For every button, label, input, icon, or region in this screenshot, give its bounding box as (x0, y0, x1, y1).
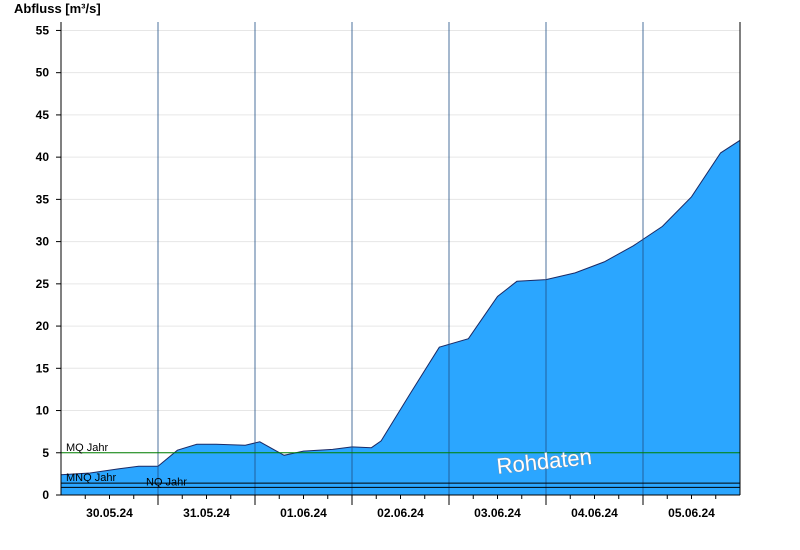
ref-label-2: NQ Jahr (146, 476, 187, 488)
ref-label-0: MQ Jahr (66, 442, 109, 454)
ytick-label-5: 5 (42, 446, 49, 460)
ytick-label-30: 30 (36, 235, 50, 249)
xtick-label-0: 30.05.24 (86, 506, 133, 520)
ytick-label-50: 50 (36, 66, 50, 80)
ytick-label-15: 15 (36, 361, 50, 375)
xtick-label-2: 01.06.24 (280, 506, 327, 520)
xtick-label-1: 31.05.24 (183, 506, 230, 520)
ytick-label-35: 35 (36, 192, 50, 206)
ytick-label-20: 20 (36, 319, 50, 333)
discharge-area (61, 140, 740, 496)
ref-label-1: MNQ Jahr (66, 472, 116, 484)
xtick-label-5: 04.06.24 (571, 506, 618, 520)
ytick-label-55: 55 (36, 23, 50, 37)
xtick-label-6: 05.06.24 (668, 506, 715, 520)
x-ticks: 30.05.24 31.05.24 01.06.24 02.06.24 03.06.24… (84, 495, 717, 520)
grid-lines (61, 29, 740, 454)
reference-lines: MQ Jahr MNQ Jahr NQ Jahr (61, 442, 740, 488)
discharge-line (60, 139, 741, 476)
ytick-label-25: 25 (36, 277, 50, 291)
day-divider-lines (157, 22, 644, 495)
y-axis-title: Abfluss [m³/s] (14, 1, 101, 16)
ytick-label-45: 45 (36, 108, 50, 122)
ytick-label-10: 10 (36, 404, 50, 418)
ytick-label-40: 40 (36, 150, 50, 164)
ytick-label-0: 0 (42, 488, 49, 502)
xtick-label-4: 03.06.24 (474, 506, 521, 520)
y-ticks: 0 5 10 15 20 25 30 35 40 45 50 55 (36, 23, 61, 502)
xtick-label-3: 02.06.24 (377, 506, 424, 520)
